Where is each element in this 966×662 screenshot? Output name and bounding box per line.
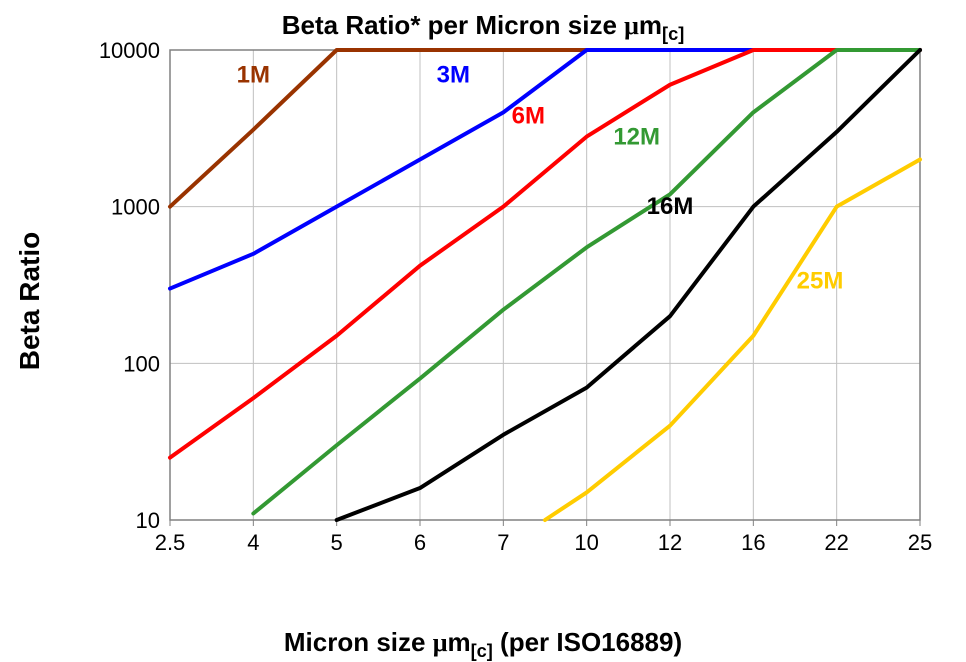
series-label-12M: 12M <box>613 123 660 150</box>
series-label-6M: 6M <box>512 102 545 129</box>
x-tick-label: 5 <box>331 530 343 555</box>
y-tick-label: 10 <box>136 508 160 533</box>
x-tick-label: 4 <box>247 530 259 555</box>
x-axis-label: Micron size μm[c] (per ISO16889) <box>0 627 966 662</box>
chart-svg: 2.545671012162225101001000100001M3M6M12M… <box>170 50 930 570</box>
y-axis-label: Beta Ratio <box>14 232 46 370</box>
title-mu: μ <box>624 11 639 40</box>
x-tick-label: 12 <box>658 530 682 555</box>
title-text: Beta Ratio* per Micron size <box>282 10 624 40</box>
xlabel-unit: m <box>447 627 470 657</box>
x-tick-label: 16 <box>741 530 765 555</box>
chart-container: Beta Ratio* per Micron size μm[c] Beta R… <box>0 0 966 662</box>
x-tick-label: 22 <box>824 530 848 555</box>
title-unit: m <box>639 10 662 40</box>
y-tick-label: 10000 <box>99 38 160 63</box>
x-tick-label: 6 <box>414 530 426 555</box>
xlabel-suffix: (per ISO16889) <box>493 627 682 657</box>
y-axis-label-wrap: Beta Ratio <box>10 0 50 602</box>
series-label-1M: 1M <box>237 62 270 89</box>
title-subscript: [c] <box>662 24 684 44</box>
y-tick-label: 1000 <box>111 195 160 220</box>
series-label-25M: 25M <box>797 268 844 295</box>
series-label-3M: 3M <box>437 62 470 89</box>
xlabel-prefix: Micron size <box>284 627 433 657</box>
x-tick-label: 10 <box>574 530 598 555</box>
x-tick-label: 7 <box>497 530 509 555</box>
x-tick-label: 2.5 <box>155 530 186 555</box>
series-label-16M: 16M <box>647 193 694 220</box>
y-tick-label: 100 <box>123 351 160 376</box>
xlabel-mu: μ <box>433 628 448 657</box>
x-tick-label: 25 <box>908 530 932 555</box>
xlabel-subscript: [c] <box>471 641 493 661</box>
plot-area: 2.545671012162225101001000100001M3M6M12M… <box>170 50 930 570</box>
